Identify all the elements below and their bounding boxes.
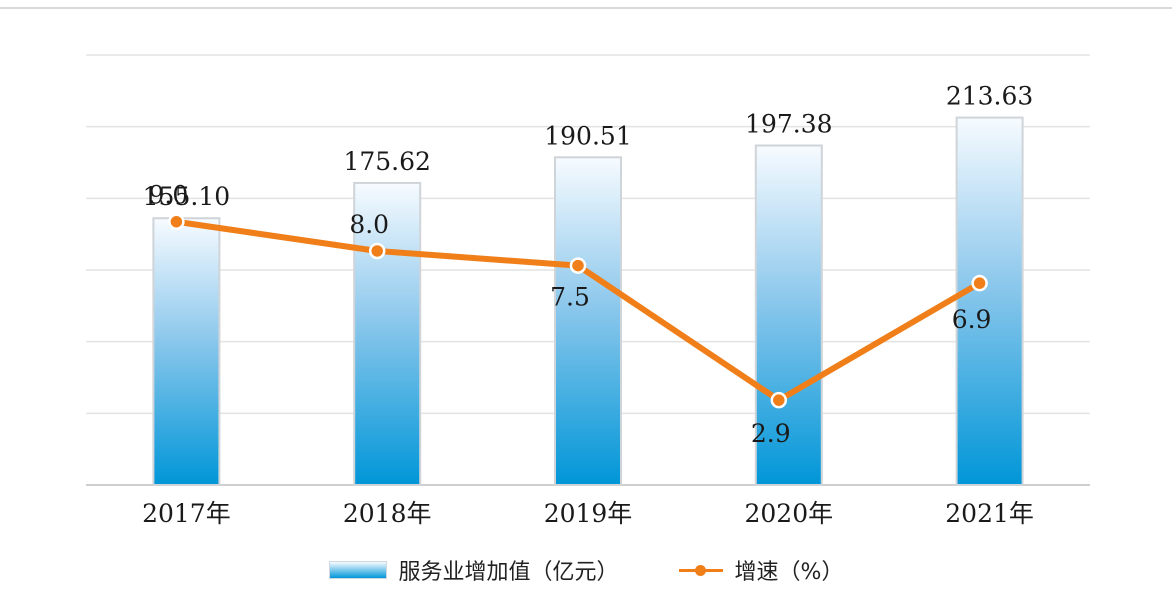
x-axis-tick-labels: 2017年 2018年 2019年 2020年 2021年	[142, 499, 1034, 528]
x-tick-label: 2021年	[945, 499, 1034, 528]
legend-item-line: 增速（%）	[678, 554, 844, 586]
line-point	[168, 213, 185, 230]
legend-line-label: 增速（%）	[734, 560, 844, 585]
line-point	[368, 242, 386, 260]
bar	[554, 156, 622, 486]
bar-value-label: 175.62	[343, 147, 430, 176]
bar-value-label: 155.10	[143, 182, 230, 211]
x-tick-label: 2020年	[744, 499, 833, 528]
x-tick-label: 2018年	[343, 499, 432, 528]
bar	[754, 144, 823, 486]
line-point	[971, 274, 988, 292]
bar-series	[152, 116, 1024, 486]
line-point	[770, 391, 788, 409]
bar	[353, 181, 422, 486]
bar-value-label: 213.63	[946, 82, 1033, 111]
legend-bar-swatch	[328, 561, 387, 579]
legend-item-bar: 服务业增加值（亿元）	[328, 554, 619, 586]
line-series	[168, 213, 988, 409]
bar	[955, 116, 1024, 486]
top-border	[0, 0, 1172, 9]
line-value-label: 8.0	[349, 210, 389, 239]
line-value-label: 9.0	[149, 181, 189, 210]
x-tick-label: 2019年	[544, 499, 633, 528]
legend-line-swatch	[678, 562, 723, 578]
line-point	[569, 257, 587, 274]
data-labels: 155.10 175.62 190.51 197.38 213.63 9.0 8.0 7.5 2…	[143, 82, 1034, 449]
bar-value-label: 190.51	[544, 121, 631, 150]
legend: 服务业增加值（亿元） 增速（%）	[0, 552, 1172, 588]
bar	[152, 217, 221, 486]
x-tick-label: 2017年	[142, 499, 231, 528]
bar-value-label: 197.38	[745, 110, 832, 139]
line-value-label: 6.9	[952, 305, 992, 334]
legend-bar-label: 服务业增加值（亿元）	[398, 560, 619, 585]
line-value-label: 2.9	[751, 419, 791, 448]
line-value-label: 7.5	[550, 283, 590, 312]
combo-chart: 155.10 175.62 190.51 197.38 213.63 9.0 8.0 7.5 2…	[86, 54, 1090, 528]
